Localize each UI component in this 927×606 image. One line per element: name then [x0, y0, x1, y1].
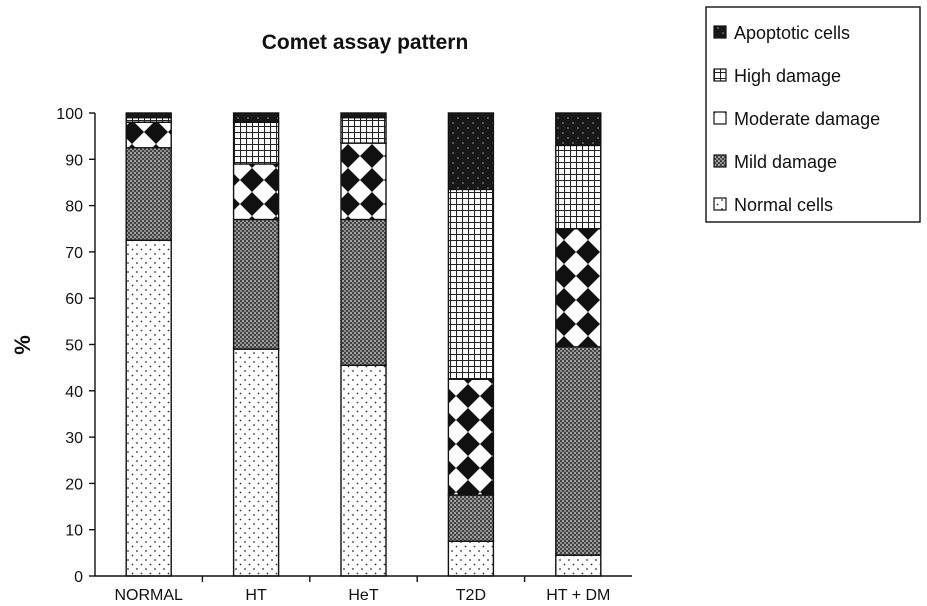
y-axis-label: %: [10, 335, 35, 355]
x-tick-label: HeT: [348, 587, 378, 604]
bar-segment-t2d-apoptotic-cells: [447, 112, 495, 191]
legend-label: Normal cells: [734, 195, 833, 215]
bar-segment-ht-apoptotic-cells: [232, 112, 280, 124]
bars-layer: NORMAL HT HeT T2D HT + DM: [114, 112, 610, 604]
bar-segment-het-mild-damage: [340, 218, 387, 367]
y-tick-label: 30: [65, 430, 83, 447]
bar-segment-normal-mild-damage: [125, 146, 172, 241]
legend-swatch: [713, 111, 727, 125]
bar-segment-ht-dm-moderate-damage: [555, 228, 602, 348]
bar-segment-t2d-moderate-damage: [447, 378, 495, 496]
y-tick-label: 80: [65, 199, 83, 216]
bar-segment-het-moderate-damage: [340, 142, 387, 221]
legend-swatch: [713, 154, 727, 168]
legend-swatch: [713, 197, 727, 211]
x-tick-label: T2D: [456, 587, 486, 604]
y-tick-label: 100: [56, 106, 83, 123]
legend-swatch: [713, 25, 727, 39]
legend-label: Apoptotic cells: [734, 23, 850, 43]
bar-segment-ht-high-damage: [232, 121, 280, 165]
bar-segment-normal-moderate-damage: [125, 121, 172, 149]
bar-segment-t2d-mild-damage: [447, 494, 495, 542]
bar-segment-het-normal-cells: [340, 364, 387, 577]
bar-segment-ht-dm-normal-cells: [555, 554, 602, 577]
bar-segment-ht-dm-mild-damage: [555, 346, 602, 556]
bar-segment-t2d-high-damage: [447, 188, 495, 380]
bar-segment-normal-normal-cells: [125, 239, 172, 577]
y-tick-label: 20: [65, 476, 83, 493]
x-tick-label: HT + DM: [546, 587, 610, 604]
bar-segment-ht-moderate-damage: [232, 163, 280, 221]
bar-segment-ht-normal-cells: [232, 348, 280, 577]
y-tick-label: 60: [65, 291, 83, 308]
y-tick-label: 0: [74, 569, 83, 586]
bar-segment-ht-dm-apoptotic-cells: [555, 112, 602, 147]
legend-swatch: [713, 68, 727, 82]
axes-layer: 0 10 20 30 40 50 60 70 80 90 100: [56, 106, 632, 586]
bar-segment-ht-dm-high-damage: [555, 144, 602, 230]
bar-segment-normal-apoptotic-cells: [125, 112, 172, 119]
bar-segment-t2d-normal-cells: [447, 540, 495, 577]
legend-label: Mild damage: [734, 152, 837, 172]
bar-segment-het-high-damage: [340, 116, 387, 144]
legend: Apoptotic cells High damage Moderate damag…: [705, 6, 921, 223]
bar-segment-het-apoptotic-cells: [340, 112, 387, 119]
bar-segment-ht-mild-damage: [232, 218, 280, 350]
y-tick-label: 90: [65, 152, 83, 169]
y-tick-label: 10: [65, 523, 83, 540]
x-tick-label: NORMAL: [114, 587, 183, 604]
y-tick-label: 50: [65, 338, 83, 355]
legend-box: [705, 6, 921, 223]
chart-title: Comet assay pattern: [262, 31, 469, 54]
legend-label: Moderate damage: [734, 109, 880, 129]
y-tick-label: 40: [65, 384, 83, 401]
legend-label: High damage: [734, 66, 841, 86]
x-tick-label: HT: [245, 587, 267, 604]
y-tick-label: 70: [65, 245, 83, 262]
